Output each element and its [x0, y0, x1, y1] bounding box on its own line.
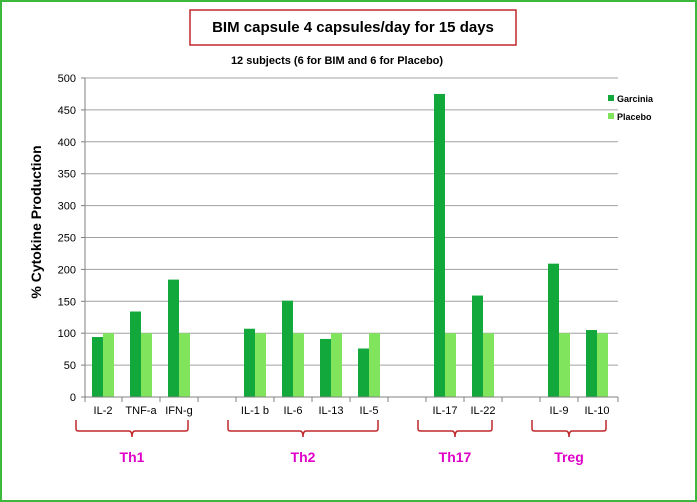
bar-placebo-il-22 — [483, 333, 494, 397]
y-tick-label: 350 — [58, 169, 76, 181]
legend-label: Placebo — [617, 112, 652, 122]
grid-layer — [85, 77, 618, 398]
axis-layer: 0 50 100 150 200 250 300 350 400 450 500 IL-2 TNF-a I… — [58, 73, 619, 417]
x-tick-label: TNF-a — [125, 405, 157, 417]
y-axis-label: % Cytokine Production — [28, 145, 44, 298]
group-label: Th2 — [291, 449, 316, 465]
x-tick-label: IL-17 — [432, 405, 457, 417]
x-tick-label: IL-6 — [284, 405, 303, 417]
bar-placebo-tnf-a — [141, 333, 152, 397]
bar-placebo-il-5 — [369, 333, 380, 397]
bar-placebo-il-13 — [331, 333, 342, 397]
x-tick-label: IL-5 — [360, 405, 379, 417]
bar-placebo-il-1-b — [255, 333, 266, 397]
bar-placebo-il-2 — [103, 333, 114, 397]
groups-layer: Th1 Th2 Th17 Treg — [75, 420, 607, 465]
chart-subtitle: 12 subjects (6 for BIM and 6 for Placebo… — [231, 55, 443, 67]
group-bracket — [417, 420, 493, 438]
y-tick-label: 150 — [58, 296, 76, 308]
y-tick-label: 200 — [58, 264, 76, 276]
bar-garcinia-il-9 — [548, 263, 559, 397]
bars-layer — [92, 93, 608, 397]
bar-garcinia-il-1-b — [244, 328, 255, 397]
bar-garcinia-il-6 — [282, 300, 293, 397]
legend-swatch — [608, 95, 614, 101]
y-tick-label: 450 — [58, 105, 76, 117]
group-label: Treg — [554, 449, 584, 465]
bar-placebo-il-9 — [559, 333, 570, 397]
group-label: Th1 — [120, 449, 145, 465]
bar-garcinia-il-2 — [92, 337, 103, 397]
x-tick-label: IL-13 — [318, 405, 343, 417]
bar-placebo-il-6 — [293, 333, 304, 397]
group-bracket — [531, 420, 607, 438]
y-tick-label: 50 — [64, 360, 76, 372]
x-tick-label: IL-10 — [584, 405, 609, 417]
chart-title: BIM capsule 4 capsules/day for 15 days — [212, 19, 494, 36]
y-tick-label: 100 — [58, 328, 76, 340]
bar-garcinia-il-17 — [434, 93, 445, 397]
y-tick-label: 0 — [70, 392, 76, 404]
bar-garcinia-il-22 — [472, 295, 483, 397]
bar-garcinia-il-13 — [320, 338, 331, 397]
bar-garcinia-ifn-g — [168, 279, 179, 397]
legend: Garcinia Placebo — [608, 94, 654, 122]
y-tick-label: 400 — [58, 137, 76, 149]
title-box — [189, 9, 517, 46]
bar-garcinia-tnf-a — [130, 311, 141, 397]
x-tick-label: IL-9 — [550, 405, 569, 417]
legend-label: Garcinia — [617, 94, 654, 104]
x-tick-label: IL-1 b — [241, 405, 269, 417]
group-bracket — [227, 420, 379, 438]
group-label: Th17 — [439, 449, 472, 465]
bar-placebo-ifn-g — [179, 333, 190, 397]
x-tick-label: IL-22 — [470, 405, 495, 417]
bar-garcinia-il-5 — [358, 348, 369, 397]
bar-placebo-il-10 — [597, 333, 608, 397]
group-bracket — [75, 420, 189, 438]
y-tick-label: 300 — [58, 201, 76, 213]
x-tick-label: IL-2 — [94, 405, 113, 417]
x-tick-label: IFN-g — [165, 405, 193, 417]
bar-placebo-il-17 — [445, 333, 456, 397]
y-tick-label: 250 — [58, 233, 76, 245]
bar-garcinia-il-10 — [586, 330, 597, 397]
legend-swatch — [608, 113, 614, 119]
y-tick-label: 500 — [58, 73, 76, 85]
